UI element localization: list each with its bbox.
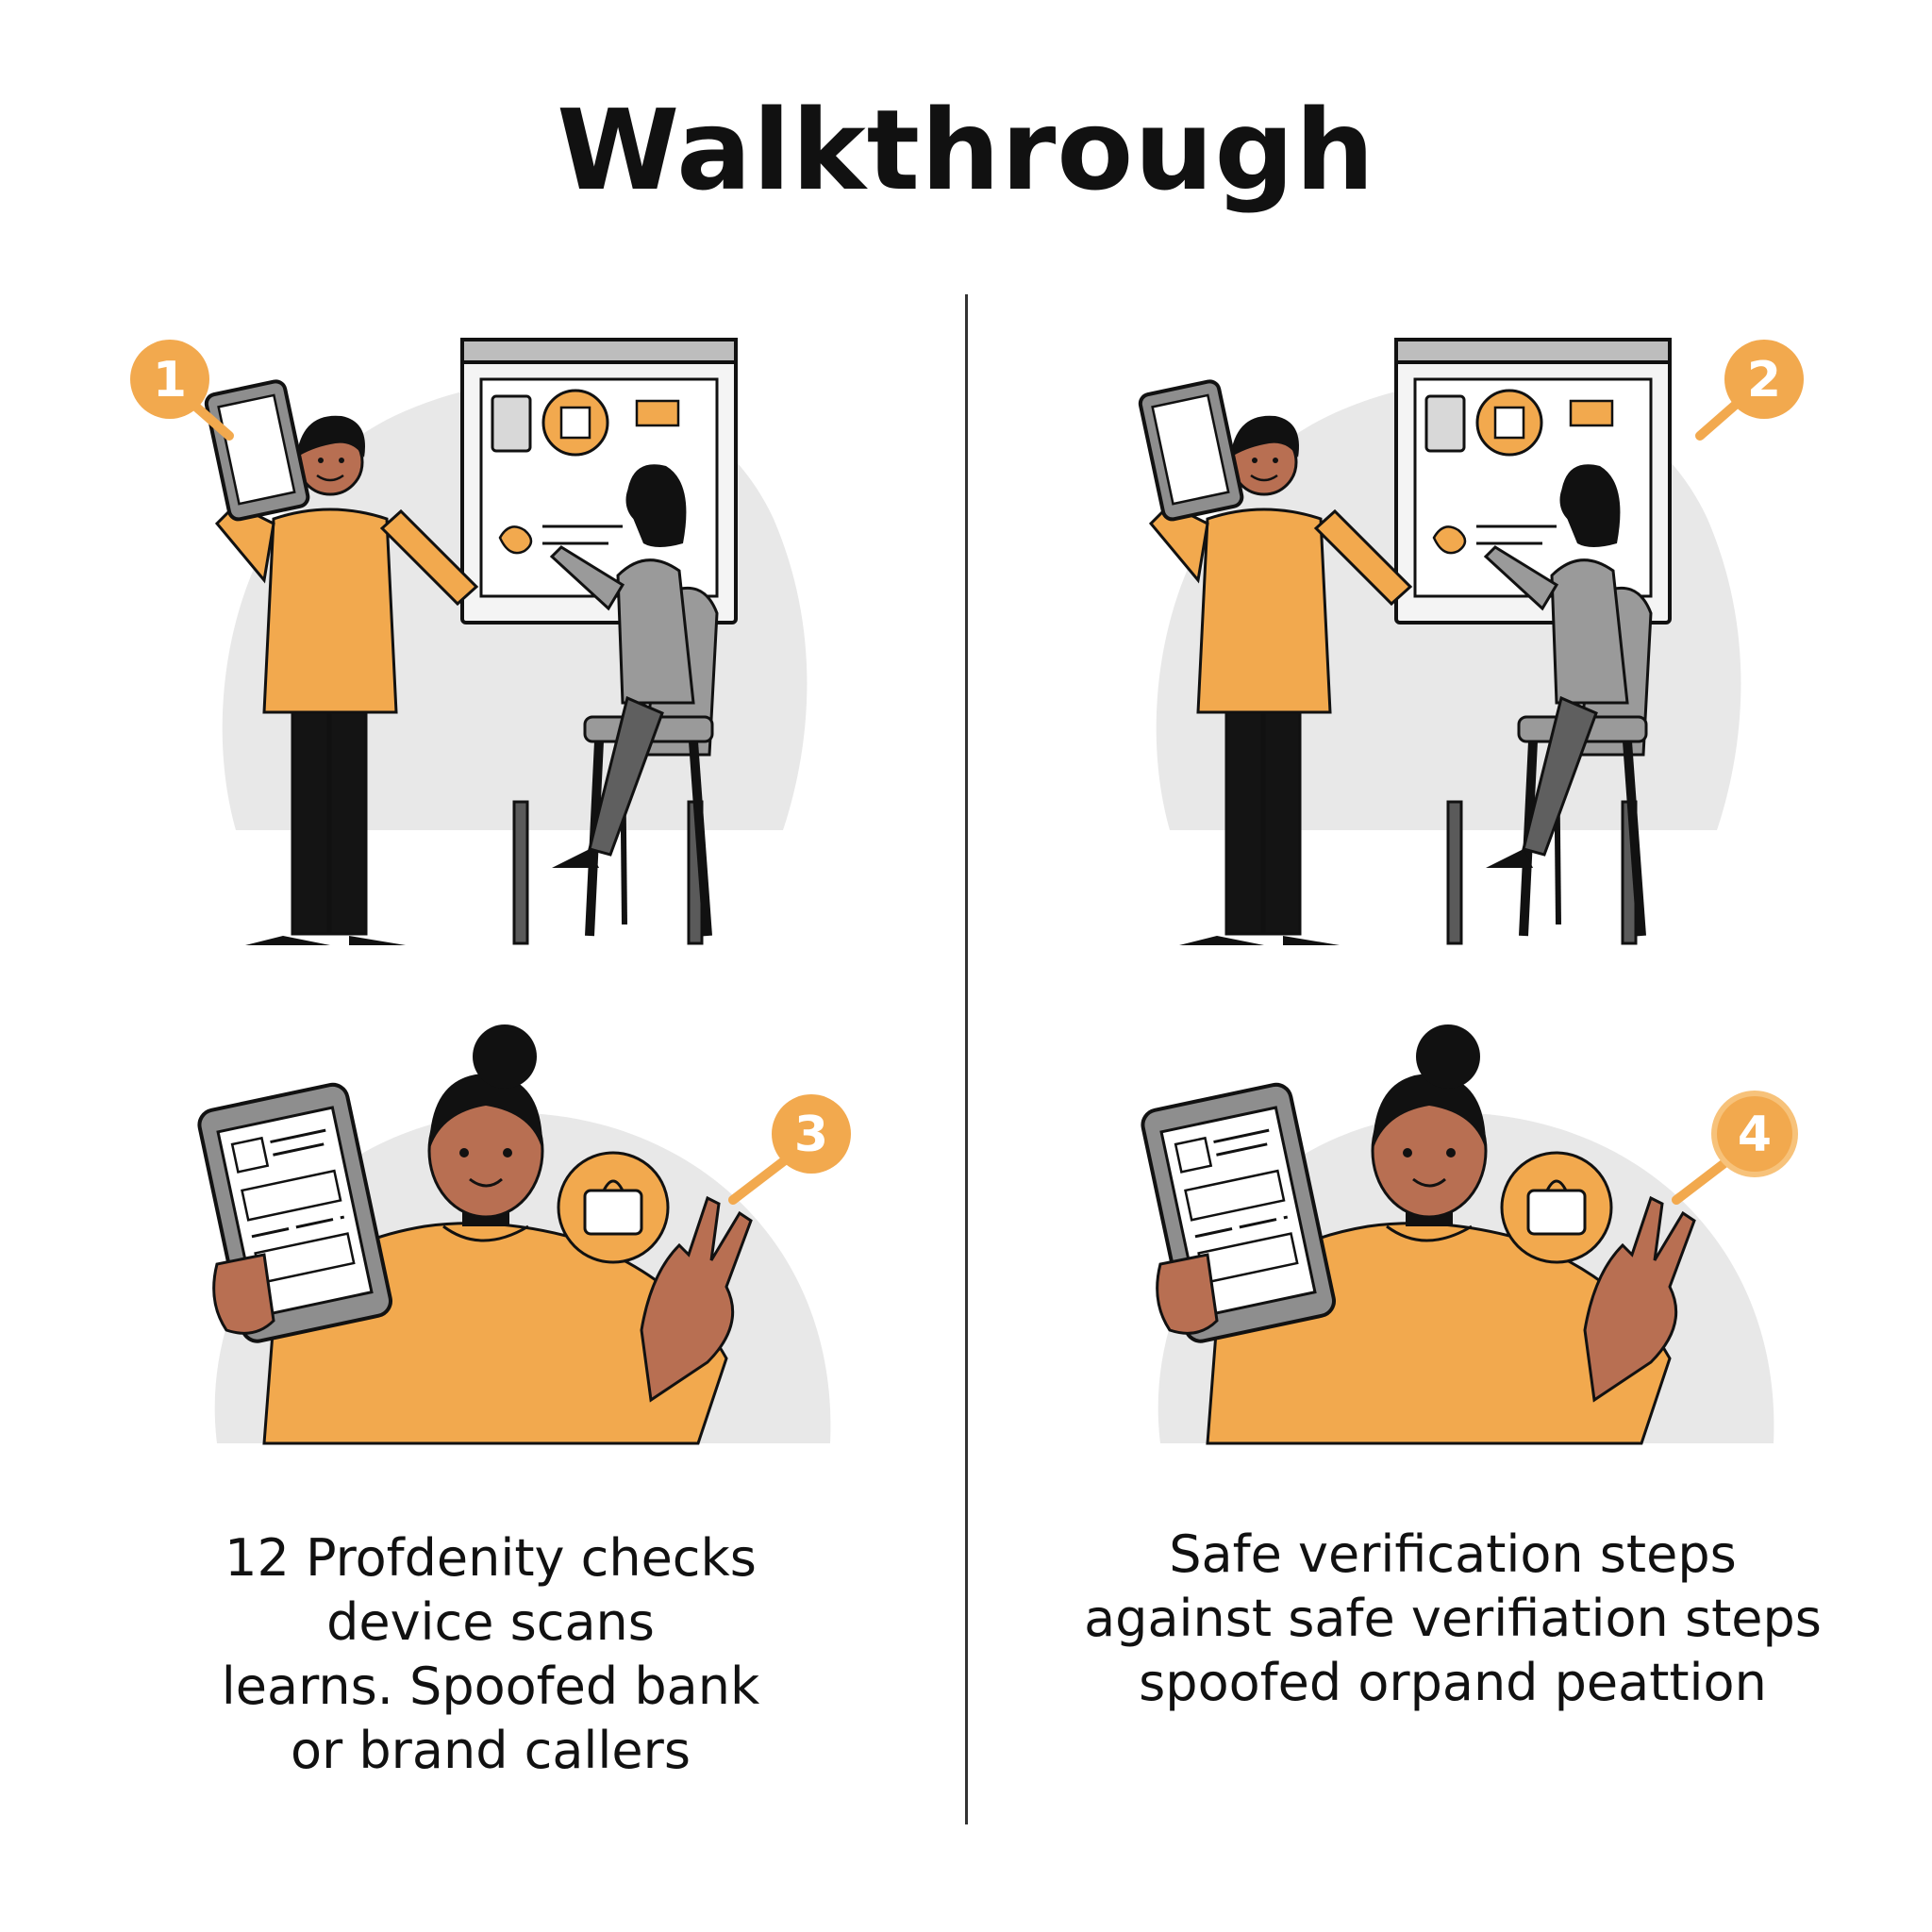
left-caption-line: device scans (326, 1592, 655, 1652)
step-2-badge: 2 (1695, 340, 1804, 441)
svg-text:2: 2 (1747, 352, 1781, 408)
step-1-badge: 1 (130, 340, 234, 441)
right-caption-line: spoofed orpand peattion (1139, 1653, 1767, 1712)
left-caption-line: learns. Spoofed bank (221, 1657, 760, 1716)
right-caption: Safe verification steps against safe ver… (1057, 1523, 1849, 1715)
page-title: Walkthrough (557, 85, 1375, 215)
svg-text:1: 1 (153, 352, 187, 408)
svg-text:3: 3 (794, 1107, 828, 1163)
right-caption-line: against safe verifiation steps (1084, 1589, 1822, 1648)
step-1-illustration (179, 302, 858, 924)
step-3-badge: 3 (728, 1094, 851, 1205)
step-4-badge: 4 (1672, 1091, 1798, 1205)
svg-text:4: 4 (1738, 1107, 1772, 1163)
left-caption: 12 Profdenity checks device scans learns… (132, 1526, 849, 1783)
left-caption-line: 12 Profdenity checks (225, 1528, 757, 1588)
center-divider (965, 294, 968, 1824)
right-caption-line: Safe verification steps (1169, 1524, 1737, 1584)
left-caption-line: or brand callers (291, 1721, 691, 1780)
